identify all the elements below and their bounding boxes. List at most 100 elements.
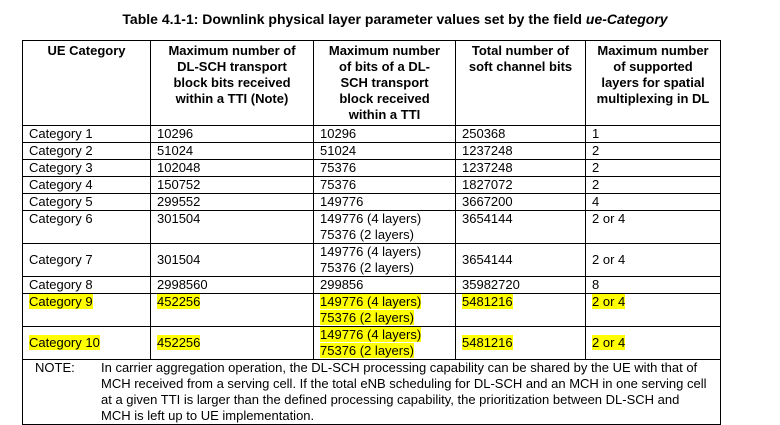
cell-line: Category 9 xyxy=(29,294,93,309)
table-cell: 2 or 4 xyxy=(585,326,721,360)
note-row: NOTE: In carrier aggregation operation, t… xyxy=(22,359,721,425)
cell-line: 3667200 xyxy=(462,194,513,209)
cell-line: multiplexing in DL xyxy=(596,91,710,106)
table-cell: Category 9 xyxy=(22,293,151,327)
table-title: Table 4.1-1: Downlink physical layer par… xyxy=(0,11,780,27)
cell-line: 2 xyxy=(592,177,600,192)
cell-line: Maximum number xyxy=(597,43,709,58)
cell-line: 51024 xyxy=(320,143,357,158)
page: Table 4.1-1: Downlink physical layer par… xyxy=(0,11,780,425)
cell-line: within a TTI xyxy=(348,107,421,122)
cell-line: Category 10 xyxy=(29,335,100,350)
column-header: Total number of soft channel bits xyxy=(455,40,586,126)
cell-line: 2 or 4 xyxy=(592,211,626,226)
table-row: Category 10 452256 149776 (4 layers) 75376 … xyxy=(22,326,721,360)
cell-line: 10296 xyxy=(320,126,357,141)
table-row: Category 1 10296 10296 250368 1 xyxy=(22,125,721,143)
cell-line: 8 xyxy=(592,277,600,292)
header-row: UE Category Maximum number of DL-SCH trans… xyxy=(22,40,721,126)
title-text: Table 4.1-1: Downlink physical layer par… xyxy=(122,11,586,27)
table-cell: 35982720 xyxy=(455,276,586,294)
cell-line: Category 8 xyxy=(29,277,93,292)
cell-line: Category 2 xyxy=(29,143,93,158)
table-cell: 3654144 xyxy=(455,243,586,277)
column-header: Maximum number of DL-SCH transport block b… xyxy=(150,40,314,126)
cell-line: 51024 xyxy=(157,143,194,158)
cell-line: 75376 (2 layers) xyxy=(320,260,414,275)
cell-line: block received xyxy=(339,91,430,106)
table-cell: 3667200 xyxy=(455,193,586,211)
cell-line: Maximum number of xyxy=(168,43,296,58)
cell-line: 452256 xyxy=(157,294,201,309)
cell-line: 250368 xyxy=(462,126,506,141)
table-cell: 4 xyxy=(585,193,721,211)
note-cell: NOTE: In carrier aggregation operation, t… xyxy=(22,359,721,425)
cell-line: 299856 xyxy=(320,277,364,292)
table-cell: 3654144 xyxy=(455,210,586,244)
cell-line: 75376 (2 layers) xyxy=(320,343,414,358)
table-cell: 1237248 xyxy=(455,142,586,160)
cell-line: 35982720 xyxy=(462,277,520,292)
cell-line: 299552 xyxy=(157,194,201,209)
table-row: Category 2 51024 51024 1237248 2 xyxy=(22,142,721,160)
cell-line: SCH transport xyxy=(340,75,429,90)
cell-line: UE Category xyxy=(47,43,126,58)
cell-line: 75376 xyxy=(320,160,357,175)
table-row: Category 8 2998560 299856 35982720 8 xyxy=(22,276,721,294)
note: NOTE: In carrier aggregation operation, t… xyxy=(29,360,714,424)
table-cell: 2 xyxy=(585,142,721,160)
table-cell: 2 or 4 xyxy=(585,243,721,277)
cell-line: 1237248 xyxy=(462,160,513,175)
table-cell: 8 xyxy=(585,276,721,294)
cell-line: 301504 xyxy=(157,211,201,226)
cell-line: 150752 xyxy=(157,177,201,192)
column-header: UE Category xyxy=(22,40,151,126)
cell-line: 5481216 xyxy=(462,294,513,309)
table-cell: 149776 (4 layers) 75376 (2 layers) xyxy=(313,293,456,327)
cell-line: 1237248 xyxy=(462,143,513,158)
table-cell: 75376 xyxy=(313,176,456,194)
cell-line: 2998560 xyxy=(157,277,208,292)
table-cell: Category 7 xyxy=(22,243,151,277)
table-cell: 250368 xyxy=(455,125,586,143)
table-cell: 2 xyxy=(585,176,721,194)
table-cell: Category 6 xyxy=(22,210,151,244)
table-cell: 1237248 xyxy=(455,159,586,177)
table-cell: Category 10 xyxy=(22,326,151,360)
cell-line: 2 or 4 xyxy=(592,252,626,267)
table-row: Category 3 102048 75376 1237248 2 xyxy=(22,159,721,177)
cell-line: within a TTI (Note) xyxy=(175,91,289,106)
table-cell: 1 xyxy=(585,125,721,143)
parameter-table: UE Category Maximum number of DL-SCH trans… xyxy=(22,40,721,425)
table-cell: 75376 xyxy=(313,159,456,177)
table-cell: 2 xyxy=(585,159,721,177)
cell-line: 102048 xyxy=(157,160,201,175)
cell-line: block bits received xyxy=(173,75,291,90)
cell-line: 149776 (4 layers) xyxy=(320,211,422,226)
note-text: In carrier aggregation operation, the DL… xyxy=(101,360,707,423)
cell-line: Category 3 xyxy=(29,160,93,175)
table-cell: 452256 xyxy=(150,293,314,327)
table-cell: 150752 xyxy=(150,176,314,194)
table-cell: 10296 xyxy=(150,125,314,143)
cell-line: 2 or 4 xyxy=(592,335,626,350)
cell-line: 75376 (2 layers) xyxy=(320,227,414,242)
cell-line: 149776 (4 layers) xyxy=(320,294,422,309)
cell-line: 1 xyxy=(592,126,600,141)
table-row: Category 5 299552 149776 3667200 4 xyxy=(22,193,721,211)
table-cell: 149776 (4 layers) 75376 (2 layers) xyxy=(313,326,456,360)
table-cell: 5481216 xyxy=(455,293,586,327)
table-cell: 299552 xyxy=(150,193,314,211)
table-cell: Category 4 xyxy=(22,176,151,194)
cell-line: Category 4 xyxy=(29,177,93,192)
column-header: Maximum number of supported layers for spa… xyxy=(585,40,721,126)
table-cell: 2998560 xyxy=(150,276,314,294)
table-cell: Category 1 xyxy=(22,125,151,143)
cell-line: 452256 xyxy=(157,335,201,350)
table-cell: 102048 xyxy=(150,159,314,177)
table-row: Category 6 301504 149776 (4 layers) 75376 (… xyxy=(22,210,721,244)
table-cell: 301504 xyxy=(150,243,314,277)
table-body: Category 1 10296 10296 250368 1 Category 2 510… xyxy=(22,125,721,425)
cell-line: 4 xyxy=(592,194,600,209)
table-cell: 51024 xyxy=(313,142,456,160)
